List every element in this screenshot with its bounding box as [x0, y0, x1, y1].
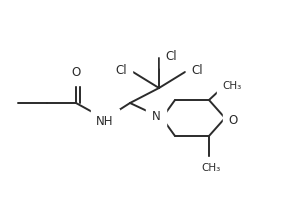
Text: Cl: Cl — [115, 64, 127, 77]
Text: NH: NH — [96, 115, 114, 127]
Text: O: O — [228, 114, 238, 127]
Text: N: N — [152, 110, 160, 123]
Text: CH₃: CH₃ — [222, 81, 242, 91]
Text: Cl: Cl — [191, 64, 203, 77]
Text: O: O — [71, 66, 81, 80]
Text: Cl: Cl — [165, 50, 177, 62]
Text: CH₃: CH₃ — [201, 163, 221, 173]
